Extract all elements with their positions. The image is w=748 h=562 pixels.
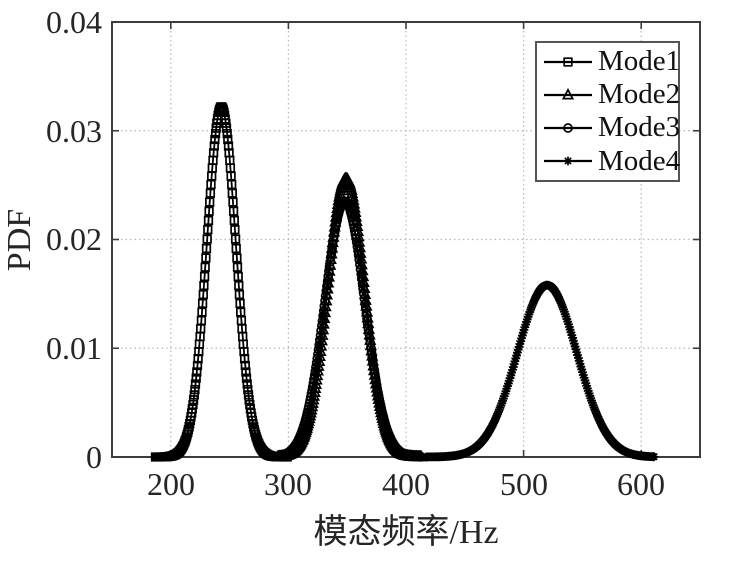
legend-marker-square-icon [544, 56, 592, 67]
legend-marker-triangle-icon [544, 87, 592, 100]
y-tick-label: 0.01 [46, 330, 102, 366]
x-tick-label: 400 [382, 466, 430, 502]
legend-label: Mode2 [598, 78, 681, 111]
legend-item-mode1: Mode1 [537, 45, 681, 78]
y-tick-label: 0.03 [46, 113, 102, 149]
y-tick-label: 0.04 [46, 4, 102, 40]
x-tick-label: 200 [147, 466, 195, 502]
y-tick-label: 0 [86, 439, 102, 475]
legend-label: Mode4 [598, 144, 681, 177]
legend-label: Mode1 [598, 45, 681, 78]
legend-marker-circle-icon [544, 123, 592, 133]
x-tick-label: 600 [617, 466, 665, 502]
x-tick-label: 500 [500, 466, 548, 502]
legend-marker-asterisk-icon [544, 156, 592, 166]
x-axis-title: 模态频率/Hz [313, 514, 499, 551]
legend: Mode1 Mode2 Mode3 Mode4 [535, 41, 680, 182]
y-axis-title: PDF [1, 208, 38, 272]
legend-item-mode3: Mode3 [537, 111, 681, 144]
y-tick-label: 0.02 [46, 221, 102, 257]
legend-label: Mode3 [598, 111, 681, 144]
legend-item-mode4: Mode4 [537, 144, 681, 178]
legend-item-mode2: Mode2 [537, 78, 681, 111]
x-tick-label: 300 [264, 466, 312, 502]
